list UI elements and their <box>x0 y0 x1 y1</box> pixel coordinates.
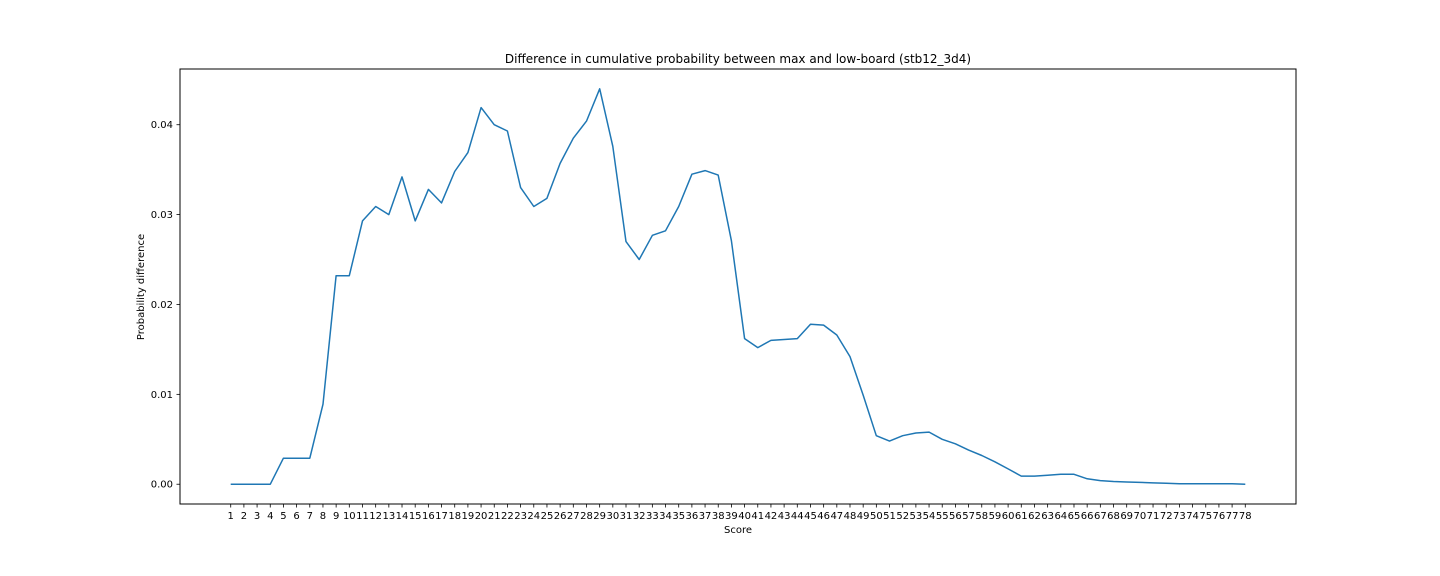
x-tick-label: 32 <box>633 511 646 522</box>
y-tick-label: 0.03 <box>151 210 173 221</box>
y-axis-label: Probability difference <box>136 234 147 340</box>
x-tick-label: 50 <box>870 511 883 522</box>
x-tick-label: 40 <box>738 511 751 522</box>
x-tick-label: 12 <box>369 511 382 522</box>
x-tick-label: 41 <box>751 511 764 522</box>
x-tick-label: 75 <box>1199 511 1212 522</box>
x-tick-label: 63 <box>1041 511 1054 522</box>
x-tick-label: 58 <box>975 511 988 522</box>
x-tick-label: 29 <box>593 511 606 522</box>
x-tick-label: 10 <box>343 511 356 522</box>
x-tick-label: 47 <box>830 511 843 522</box>
x-tick-label: 46 <box>817 511 830 522</box>
axis-ticks: 1 2 3 4 5 6 7 8 9 10 11 12 13 14 15 16 17 18 19 20 21 22 23 24 2… <box>151 120 1252 522</box>
x-tick-label: 45 <box>804 511 817 522</box>
x-tick-label: 57 <box>962 511 975 522</box>
x-tick-label: 34 <box>659 511 672 522</box>
x-tick-label: 62 <box>1028 511 1041 522</box>
x-tick-label: 37 <box>699 511 712 522</box>
x-tick-label: 35 <box>672 511 685 522</box>
x-tick-label: 7 <box>307 511 313 522</box>
x-tick-label: 21 <box>488 511 501 522</box>
x-tick-label: 11 <box>356 511 369 522</box>
x-tick-label: 73 <box>1173 511 1186 522</box>
x-tick-label: 14 <box>396 511 409 522</box>
x-tick-label: 22 <box>501 511 514 522</box>
x-tick-label: 43 <box>778 511 791 522</box>
x-axis-label: Score <box>724 525 752 536</box>
x-tick-label: 25 <box>541 511 554 522</box>
x-tick-label: 2 <box>241 511 247 522</box>
x-tick-label: 26 <box>554 511 567 522</box>
x-tick-label: 61 <box>1015 511 1028 522</box>
x-tick-label: 55 <box>936 511 949 522</box>
x-tick-label: 56 <box>949 511 962 522</box>
x-tick-label: 5 <box>280 511 286 522</box>
x-tick-label: 72 <box>1160 511 1173 522</box>
x-tick-label: 28 <box>580 511 593 522</box>
x-tick-label: 27 <box>567 511 580 522</box>
x-tick-label: 33 <box>646 511 659 522</box>
x-tick-label: 44 <box>791 511 804 522</box>
x-tick-label: 66 <box>1081 511 1094 522</box>
x-tick-label: 71 <box>1147 511 1160 522</box>
x-tick-label: 60 <box>1002 511 1015 522</box>
x-tick-label: 17 <box>435 511 448 522</box>
x-tick-label: 38 <box>712 511 725 522</box>
x-tick-label: 70 <box>1133 511 1146 522</box>
x-tick-label: 24 <box>527 511 540 522</box>
x-tick-label: 23 <box>514 511 527 522</box>
y-tick-label: 0.01 <box>151 390 173 401</box>
x-tick-label: 78 <box>1239 511 1252 522</box>
x-tick-label: 31 <box>620 511 633 522</box>
x-tick-label: 68 <box>1107 511 1120 522</box>
x-tick-label: 8 <box>320 511 326 522</box>
x-tick-label: 13 <box>382 511 395 522</box>
x-tick-label: 69 <box>1120 511 1133 522</box>
x-tick-label: 51 <box>883 511 896 522</box>
x-tick-label: 4 <box>267 511 273 522</box>
x-tick-label: 19 <box>462 511 475 522</box>
x-tick-label: 76 <box>1213 511 1226 522</box>
chart-title: Difference in cumulative probability bet… <box>505 52 971 66</box>
x-tick-label: 48 <box>844 511 857 522</box>
x-tick-label: 74 <box>1186 511 1199 522</box>
x-tick-label: 39 <box>725 511 738 522</box>
x-tick-label: 1 <box>228 511 234 522</box>
x-tick-label: 67 <box>1094 511 1107 522</box>
x-tick-label: 77 <box>1226 511 1239 522</box>
x-tick-label: 42 <box>765 511 778 522</box>
x-tick-label: 30 <box>606 511 619 522</box>
x-tick-label: 49 <box>857 511 870 522</box>
x-tick-label: 3 <box>254 511 260 522</box>
x-tick-label: 59 <box>989 511 1002 522</box>
y-tick-label: 0.00 <box>151 480 173 491</box>
y-tick-label: 0.04 <box>151 120 173 131</box>
x-tick-label: 15 <box>409 511 422 522</box>
x-tick-label: 65 <box>1068 511 1081 522</box>
plot-frame <box>179 68 1297 505</box>
x-tick-label: 20 <box>475 511 488 522</box>
x-tick-label: 18 <box>448 511 461 522</box>
series-line <box>230 88 1246 485</box>
y-tick-label: 0.02 <box>151 300 173 311</box>
x-tick-label: 9 <box>333 511 339 522</box>
x-tick-label: 52 <box>896 511 909 522</box>
x-tick-label: 36 <box>686 511 699 522</box>
x-tick-label: 53 <box>910 511 923 522</box>
x-tick-label: 64 <box>1054 511 1067 522</box>
x-tick-label: 16 <box>422 511 435 522</box>
x-tick-label: 6 <box>293 511 299 522</box>
x-tick-label: 54 <box>923 511 936 522</box>
